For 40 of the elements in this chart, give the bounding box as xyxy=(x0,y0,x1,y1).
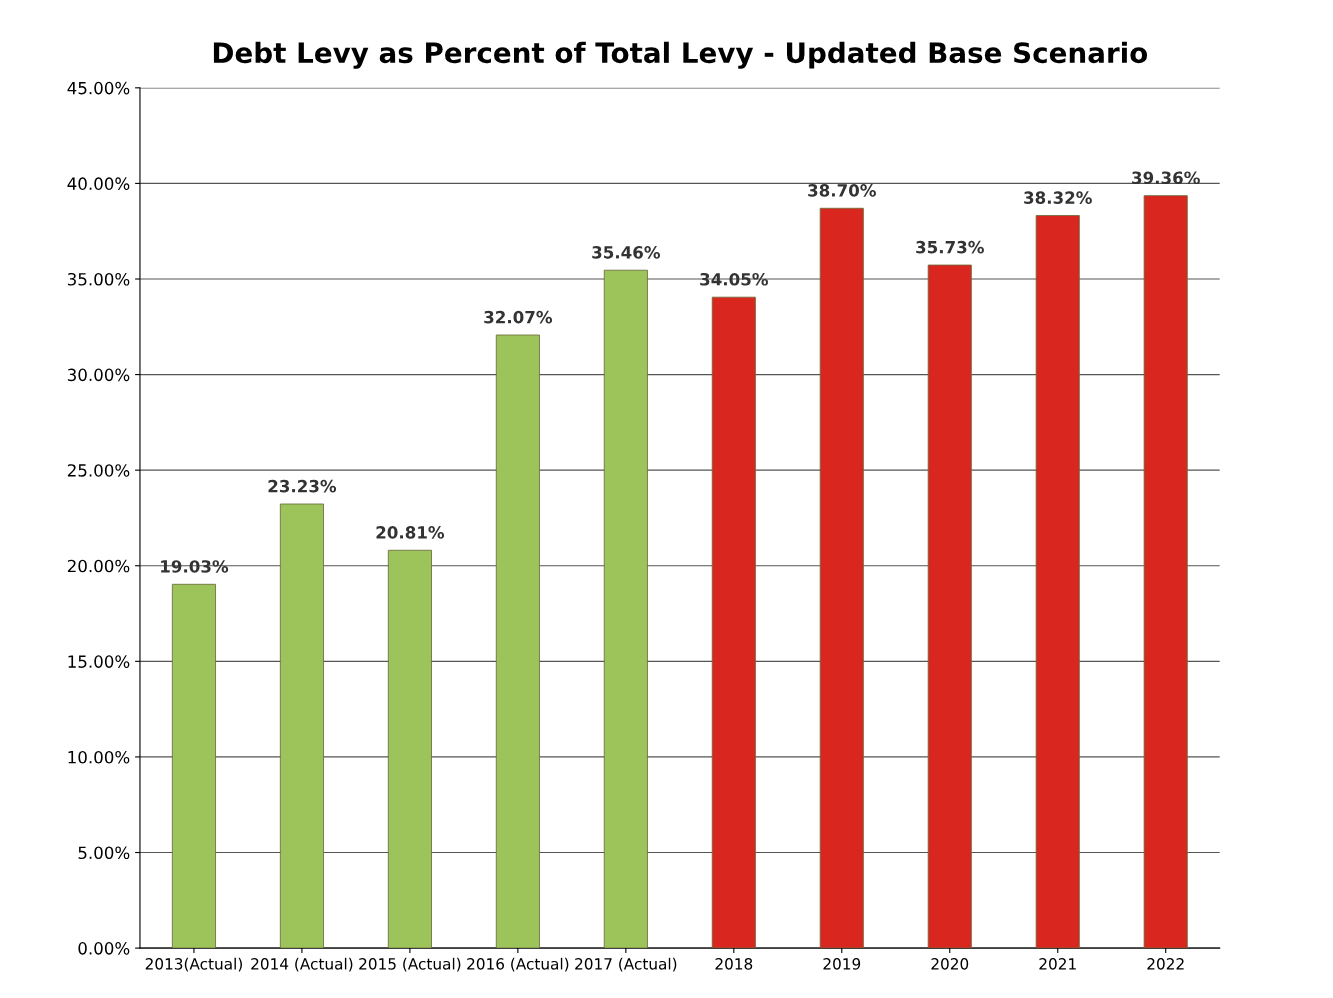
x-tick-label: 2014 (Actual) xyxy=(251,957,353,972)
data-label: 32.07% xyxy=(484,310,553,324)
data-label: 38.70% xyxy=(808,184,876,197)
y-tick-label: 35.00% xyxy=(67,272,130,286)
y-tick-label: 20.00% xyxy=(67,559,130,573)
data-label: 23.23% xyxy=(268,479,337,493)
y-tick-label: 10.00% xyxy=(68,750,130,764)
bar xyxy=(927,264,972,949)
bar xyxy=(711,296,756,949)
x-tick-label: 2019 xyxy=(823,958,861,970)
chart-title: Debt Levy as Percent of Total Levy - Updated Base Scenario xyxy=(213,41,1148,69)
data-label: 35.46% xyxy=(592,246,661,259)
data-label: 34.05% xyxy=(700,272,768,286)
x-tick-label: 2021 xyxy=(1039,958,1076,970)
y-tick-label: 5.00% xyxy=(78,846,130,860)
y-tick-label: 40.00% xyxy=(67,177,130,190)
y-tick-label: 30.00% xyxy=(67,368,130,382)
bar xyxy=(171,583,216,949)
y-tick-label: 25.00% xyxy=(67,464,130,477)
bar xyxy=(387,549,432,949)
bar xyxy=(1143,195,1188,949)
bar xyxy=(603,269,648,949)
y-tick-label: 45.00% xyxy=(67,81,130,95)
x-tick-label: 2017 (Actual) xyxy=(575,957,677,972)
data-label: 38.32% xyxy=(1024,191,1092,204)
data-label: 20.81% xyxy=(376,526,445,539)
y-tick-label: 15.00% xyxy=(68,655,130,668)
data-label: 35.73% xyxy=(916,240,984,254)
bar xyxy=(495,334,540,949)
x-tick-label: 2015 (Actual) xyxy=(359,957,461,972)
y-tick-label: 0.00% xyxy=(78,942,130,955)
bar xyxy=(1035,215,1080,949)
bar xyxy=(819,207,864,949)
data-label: 39.36% xyxy=(1132,171,1200,185)
x-tick-label: 2020 xyxy=(931,958,969,970)
x-tick-label: 2018 xyxy=(715,958,753,970)
x-tick-label: 2016 (Actual) xyxy=(467,957,569,972)
x-tick-label: 2022 xyxy=(1147,958,1184,970)
x-tick-label: 2013(Actual) xyxy=(145,957,242,972)
bar xyxy=(279,503,324,949)
